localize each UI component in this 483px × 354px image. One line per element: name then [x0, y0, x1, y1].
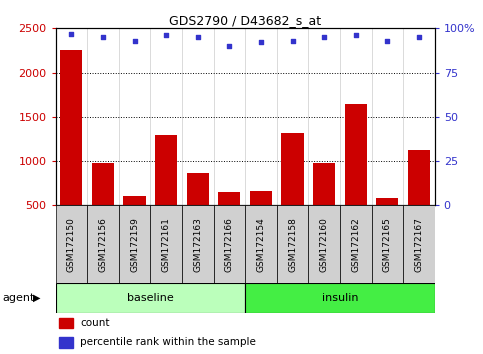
- Bar: [119, 205, 150, 283]
- Text: GSM172167: GSM172167: [414, 217, 424, 272]
- Bar: [60, 51, 83, 250]
- Text: count: count: [80, 318, 110, 328]
- Text: GSM172165: GSM172165: [383, 217, 392, 272]
- Point: [289, 38, 297, 44]
- Text: ▶: ▶: [33, 293, 41, 303]
- Point: [131, 38, 139, 44]
- Bar: [56, 283, 245, 313]
- Bar: [403, 205, 435, 283]
- Bar: [250, 191, 272, 250]
- Bar: [408, 149, 430, 250]
- Text: GSM172163: GSM172163: [193, 217, 202, 272]
- Bar: [245, 205, 277, 283]
- Text: GSM172150: GSM172150: [67, 217, 76, 272]
- Bar: [56, 205, 87, 283]
- Text: percentile rank within the sample: percentile rank within the sample: [80, 337, 256, 347]
- Bar: [371, 205, 403, 283]
- Bar: [87, 205, 119, 283]
- Point: [257, 40, 265, 45]
- Bar: [150, 205, 182, 283]
- Text: GSM172156: GSM172156: [99, 217, 107, 272]
- Bar: [277, 205, 308, 283]
- Bar: [182, 205, 213, 283]
- Text: agent: agent: [2, 293, 35, 303]
- Bar: [340, 205, 371, 283]
- Point: [194, 34, 201, 40]
- Bar: [59, 318, 72, 328]
- Text: GSM172159: GSM172159: [130, 217, 139, 272]
- Bar: [282, 133, 304, 250]
- Text: insulin: insulin: [322, 293, 358, 303]
- Point: [415, 34, 423, 40]
- Bar: [345, 104, 367, 250]
- Text: GSM172166: GSM172166: [225, 217, 234, 272]
- Bar: [313, 163, 335, 250]
- Bar: [218, 192, 241, 250]
- Text: GSM172154: GSM172154: [256, 217, 266, 272]
- Bar: [155, 135, 177, 250]
- Point: [320, 34, 328, 40]
- Bar: [213, 205, 245, 283]
- Bar: [376, 198, 398, 250]
- Bar: [308, 205, 340, 283]
- Bar: [245, 283, 435, 313]
- Bar: [92, 163, 114, 250]
- Text: GSM172162: GSM172162: [351, 217, 360, 272]
- Point: [99, 34, 107, 40]
- Text: GSM172161: GSM172161: [162, 217, 170, 272]
- Text: GSM172160: GSM172160: [320, 217, 328, 272]
- Text: baseline: baseline: [127, 293, 174, 303]
- Bar: [186, 172, 209, 250]
- Point: [384, 38, 391, 44]
- Title: GDS2790 / D43682_s_at: GDS2790 / D43682_s_at: [169, 14, 321, 27]
- Point: [352, 33, 359, 38]
- Point: [68, 31, 75, 36]
- Point: [162, 33, 170, 38]
- Bar: [124, 195, 145, 250]
- Point: [226, 43, 233, 49]
- Bar: [59, 337, 72, 348]
- Text: GSM172158: GSM172158: [288, 217, 297, 272]
